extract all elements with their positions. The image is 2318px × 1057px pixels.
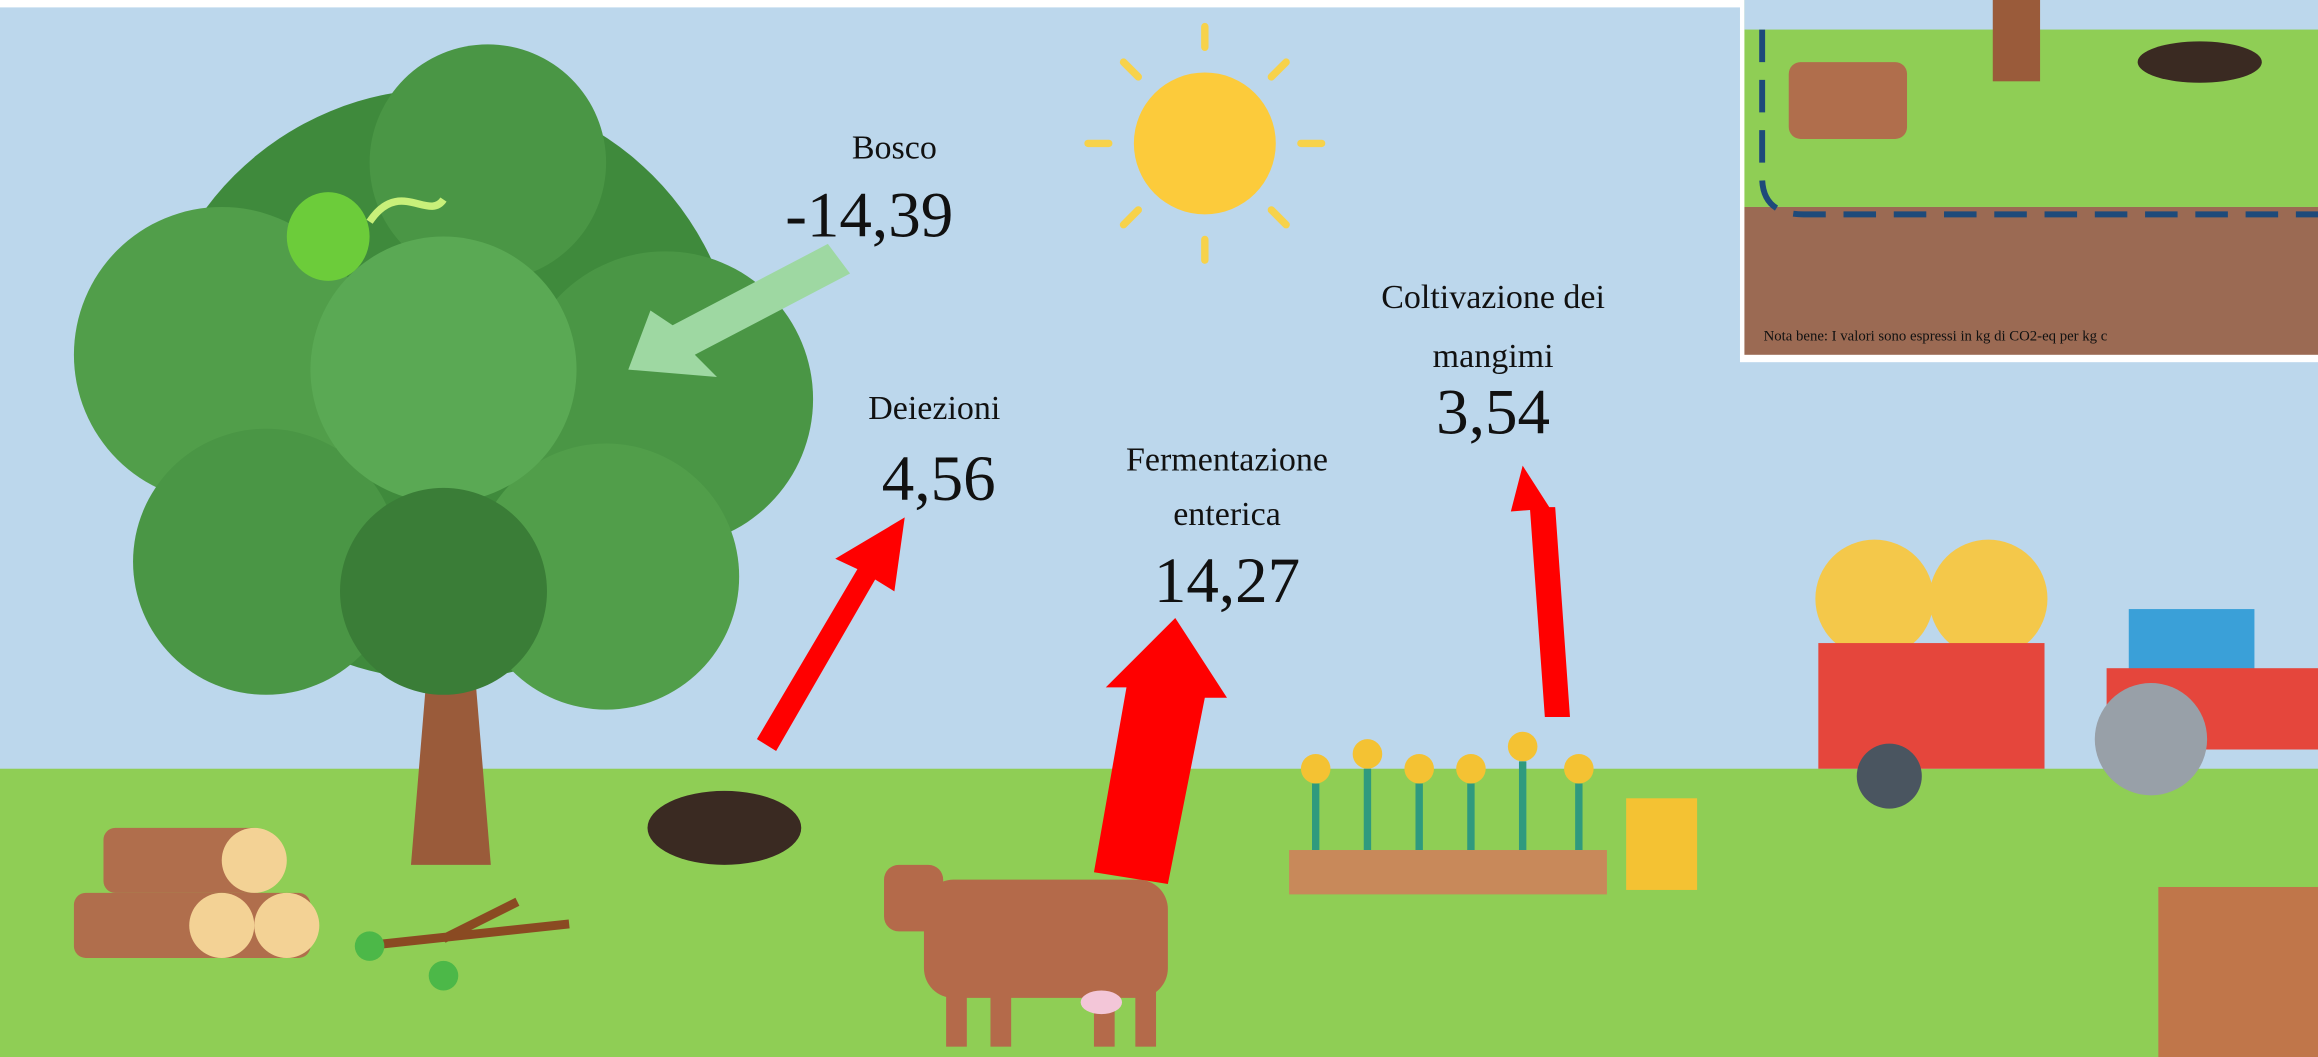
- label: enterica: [1173, 496, 1281, 533]
- page: Nota bene: I valori sono espressi in kg …: [0, 0, 2318, 1057]
- label: mangimi: [1433, 338, 1554, 375]
- note: Nota bene: I valori sono espressi in kg …: [1764, 328, 2108, 344]
- value: -14,39: [785, 180, 953, 252]
- label: Bosco: [852, 130, 937, 167]
- label: Fermentazione: [1126, 442, 1328, 479]
- value: 14,27: [1154, 545, 1300, 617]
- value: 3,54: [1436, 376, 1550, 448]
- manure: [648, 791, 802, 865]
- label: Coltivazione dei: [1381, 279, 1605, 316]
- scene: Nota bene: I valori sono espressi in kg …: [0, 0, 2318, 1057]
- inset-panel: Nota bene: I valori sono espressi in kg …: [1740, 0, 2318, 362]
- label: Deiezioni: [868, 390, 1000, 427]
- top-strip: [0, 0, 1744, 7]
- value: 4,56: [882, 443, 996, 515]
